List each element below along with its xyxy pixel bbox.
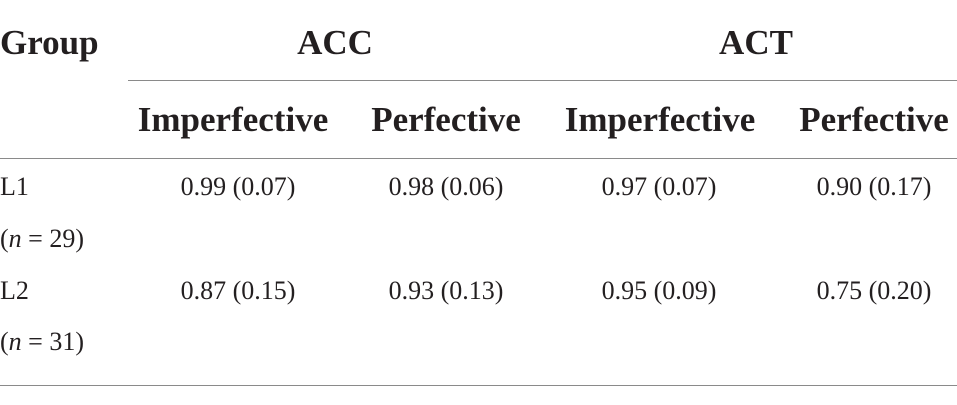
row-l1-group: L1 <box>0 172 29 201</box>
row-l2-act-perfective: 0.75 (0.20) <box>816 276 932 305</box>
row-l1-act-perfective: 0.90 (0.17) <box>816 172 932 201</box>
acc-imperfective-header: Imperfective <box>137 100 329 139</box>
row-l2-n-var: n <box>8 327 22 356</box>
row-l1-n-prefix: ( <box>0 224 9 253</box>
row-l2-acc-perfective: 0.93 (0.13) <box>388 276 504 305</box>
row-l1-n-suffix: = 29) <box>21 224 84 253</box>
row-l1-acc-imperfective: 0.99 (0.07) <box>180 172 296 201</box>
act-perfective-header: Perfective <box>799 100 949 139</box>
row-l1-act-imperfective: 0.97 (0.07) <box>601 172 717 201</box>
acc-group-header: ACC <box>297 23 373 62</box>
table-bottom-rule <box>0 385 957 386</box>
row-l1-n: (n = 29) <box>0 226 84 252</box>
column-header-rule <box>0 158 957 159</box>
row-l1-n-var: n <box>8 224 22 253</box>
act-group-header: ACT <box>719 23 793 62</box>
row-l2-n-suffix: = 31) <box>21 327 84 356</box>
row-l2-act-imperfective: 0.95 (0.09) <box>601 276 717 305</box>
row-l1-acc-perfective: 0.98 (0.06) <box>388 172 504 201</box>
row-l2-acc-imperfective: 0.87 (0.15) <box>180 276 296 305</box>
acc-perfective-header: Perfective <box>371 100 521 139</box>
group-header-rule <box>128 80 957 81</box>
act-imperfective-header: Imperfective <box>564 100 756 139</box>
row-l2-n-prefix: ( <box>0 327 9 356</box>
row-l2-n: (n = 31) <box>0 329 84 355</box>
row-l2-group: L2 <box>0 276 29 305</box>
group-column-header: Group <box>0 23 99 62</box>
